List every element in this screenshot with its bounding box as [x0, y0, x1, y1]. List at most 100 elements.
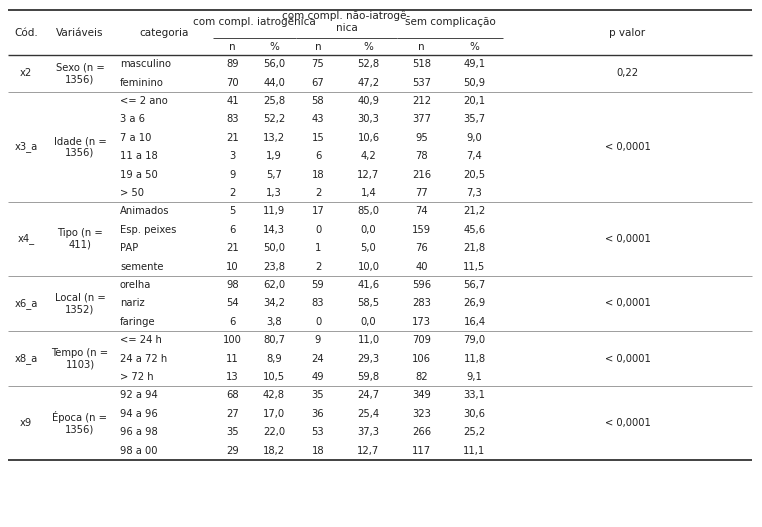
Text: 74: 74 — [415, 207, 427, 217]
Text: 1,4: 1,4 — [360, 188, 376, 198]
Text: < 0,0001: < 0,0001 — [604, 298, 651, 308]
Text: 9,1: 9,1 — [466, 372, 482, 382]
Text: 349: 349 — [412, 391, 431, 401]
Text: x3_a: x3_a — [14, 142, 37, 152]
Text: categoria: categoria — [139, 27, 189, 37]
Text: 10,0: 10,0 — [357, 261, 379, 271]
Text: semente: semente — [120, 261, 164, 271]
Text: 92 a 94: 92 a 94 — [120, 391, 158, 401]
Text: 323: 323 — [412, 409, 431, 419]
Text: 20,1: 20,1 — [463, 96, 485, 106]
Text: Sexo (n =
1356): Sexo (n = 1356) — [56, 63, 104, 84]
Text: Tipo (n =
411): Tipo (n = 411) — [57, 228, 103, 250]
Text: n: n — [315, 42, 322, 52]
Text: Variáveis: Variáveis — [56, 27, 104, 37]
Text: 79,0: 79,0 — [463, 335, 485, 345]
Text: 27: 27 — [226, 409, 239, 419]
Text: 36: 36 — [312, 409, 325, 419]
Text: orelha: orelha — [120, 280, 152, 290]
Text: 43: 43 — [312, 114, 325, 124]
Text: 10,5: 10,5 — [263, 372, 285, 382]
Text: p valor: p valor — [610, 27, 645, 37]
Text: 29: 29 — [226, 446, 239, 456]
Text: 212: 212 — [412, 96, 431, 106]
Text: %: % — [269, 42, 279, 52]
Text: 53: 53 — [312, 427, 325, 437]
Text: 54: 54 — [226, 298, 239, 308]
Text: 50,0: 50,0 — [263, 243, 285, 253]
Text: 13,2: 13,2 — [263, 133, 285, 143]
Text: 20,5: 20,5 — [463, 170, 485, 180]
Text: 0,22: 0,22 — [616, 69, 639, 79]
Text: n: n — [418, 42, 424, 52]
Text: 23,8: 23,8 — [263, 261, 285, 271]
Text: 11,0: 11,0 — [357, 335, 379, 345]
Text: 49: 49 — [312, 372, 325, 382]
Text: 62,0: 62,0 — [263, 280, 285, 290]
Text: Cód.: Cód. — [14, 27, 38, 37]
Text: 41,6: 41,6 — [357, 280, 379, 290]
Text: 5,0: 5,0 — [360, 243, 376, 253]
Text: 80,7: 80,7 — [263, 335, 285, 345]
Text: 70: 70 — [226, 77, 239, 87]
Text: Idade (n =
1356): Idade (n = 1356) — [53, 136, 107, 158]
Text: 1: 1 — [315, 243, 322, 253]
Text: 100: 100 — [223, 335, 242, 345]
Text: 0: 0 — [315, 317, 321, 327]
Text: 3: 3 — [229, 151, 235, 161]
Text: 52,8: 52,8 — [357, 59, 379, 69]
Text: n: n — [229, 42, 235, 52]
Text: 16,4: 16,4 — [463, 317, 485, 327]
Text: 173: 173 — [412, 317, 431, 327]
Text: 42,8: 42,8 — [263, 391, 285, 401]
Text: 9: 9 — [229, 170, 235, 180]
Text: 596: 596 — [412, 280, 431, 290]
Text: 56,0: 56,0 — [263, 59, 285, 69]
Text: < 0,0001: < 0,0001 — [604, 354, 651, 364]
Text: Local (n =
1352): Local (n = 1352) — [55, 292, 105, 314]
Text: 377: 377 — [412, 114, 431, 124]
Text: 95: 95 — [415, 133, 428, 143]
Text: Animados: Animados — [120, 207, 169, 217]
Text: 6: 6 — [229, 317, 235, 327]
Text: 518: 518 — [412, 59, 431, 69]
Text: < 0,0001: < 0,0001 — [604, 234, 651, 244]
Text: 40: 40 — [415, 261, 427, 271]
Text: 5: 5 — [229, 207, 235, 217]
Text: 2: 2 — [315, 188, 322, 198]
Text: 6: 6 — [315, 151, 322, 161]
Text: %: % — [363, 42, 373, 52]
Text: 0,0: 0,0 — [360, 225, 376, 235]
Text: 1,9: 1,9 — [266, 151, 282, 161]
Text: 68: 68 — [226, 391, 239, 401]
Text: 10: 10 — [226, 261, 239, 271]
Text: 7 a 10: 7 a 10 — [120, 133, 152, 143]
Text: 25,2: 25,2 — [463, 427, 485, 437]
Text: 37,3: 37,3 — [357, 427, 379, 437]
Text: x6_a: x6_a — [14, 298, 37, 309]
Text: 9: 9 — [315, 335, 322, 345]
Text: 24: 24 — [312, 354, 325, 364]
Text: 8,9: 8,9 — [266, 354, 282, 364]
Text: 94 a 96: 94 a 96 — [120, 409, 158, 419]
Text: 25,4: 25,4 — [357, 409, 379, 419]
Text: 537: 537 — [412, 77, 431, 87]
Text: 26,9: 26,9 — [463, 298, 485, 308]
Text: > 50: > 50 — [120, 188, 144, 198]
Text: 0,0: 0,0 — [360, 317, 376, 327]
Text: 11 a 18: 11 a 18 — [120, 151, 158, 161]
Text: 96 a 98: 96 a 98 — [120, 427, 158, 437]
Text: 44,0: 44,0 — [263, 77, 285, 87]
Text: 17,0: 17,0 — [263, 409, 285, 419]
Text: Esp. peixes: Esp. peixes — [120, 225, 176, 235]
Text: 3,8: 3,8 — [266, 317, 282, 327]
Text: faringe: faringe — [120, 317, 155, 327]
Text: 106: 106 — [412, 354, 431, 364]
Text: <= 2 ano: <= 2 ano — [120, 96, 168, 106]
Text: 9,0: 9,0 — [466, 133, 482, 143]
Text: 24 a 72 h: 24 a 72 h — [120, 354, 167, 364]
Text: 11: 11 — [226, 354, 239, 364]
Text: 40,9: 40,9 — [357, 96, 379, 106]
Text: 216: 216 — [412, 170, 431, 180]
Text: 33,1: 33,1 — [463, 391, 485, 401]
